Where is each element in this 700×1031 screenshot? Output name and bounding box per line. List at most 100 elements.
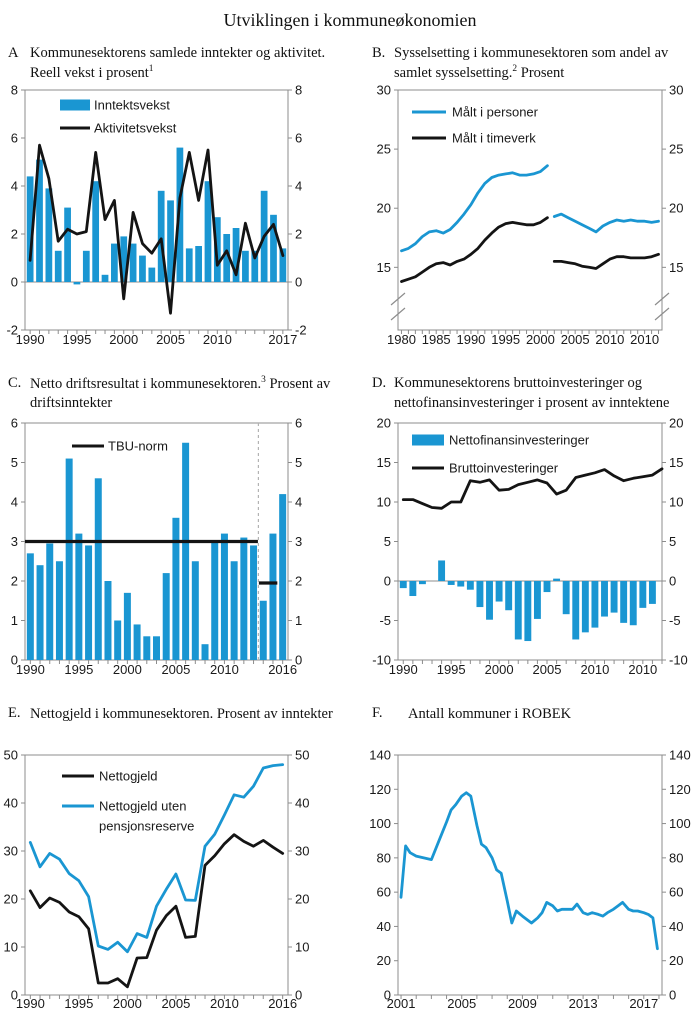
svg-text:4: 4 — [11, 495, 18, 510]
svg-text:15: 15 — [377, 455, 391, 470]
svg-text:1995: 1995 — [491, 332, 520, 347]
svg-text:2010: 2010 — [595, 332, 624, 347]
svg-text:5: 5 — [11, 455, 18, 470]
svg-text:6: 6 — [295, 131, 302, 146]
svg-text:30: 30 — [377, 83, 391, 98]
svg-text:2: 2 — [295, 574, 302, 589]
svg-text:1985: 1985 — [422, 332, 451, 347]
panel-f-letter: F. — [372, 705, 383, 721]
svg-text:2016: 2016 — [268, 662, 297, 677]
svg-text:2005: 2005 — [161, 996, 190, 1011]
svg-text:2001: 2001 — [387, 996, 416, 1011]
svg-text:10: 10 — [669, 495, 683, 510]
svg-text:Målt i timeverk: Målt i timeverk — [452, 131, 536, 146]
svg-text:2000: 2000 — [526, 332, 555, 347]
figure-title: Utviklingen i kommuneøkonomien — [223, 10, 477, 30]
panel-e-title: E. Nettogjeld i kommunesektoren. Prosent… — [8, 704, 344, 724]
chart-a-income-activity-growth: -2 -2 0 0 2 2 4 4 6 6 8 8 1990 1995 2000 2005 2010 2017 In… — [6, 83, 307, 348]
svg-text:6: 6 — [11, 416, 18, 431]
svg-text:1990: 1990 — [16, 662, 45, 677]
svg-text:Nettogjeld uten: Nettogjeld uten — [99, 799, 186, 814]
chart-e-net-debt: 0 0 10 10 20 20 30 30 40 40 50 50 1990 1995 2000 2005 20… — [4, 748, 310, 1012]
svg-text:8: 8 — [11, 83, 18, 98]
chart-c-net-operating-result: 0 0 1 1 2 2 3 3 4 4 5 5 6 6 1990 1995 2000 2005 2010 2016 TB… — [11, 416, 302, 678]
chart-b-employment-share: 15 15 20 20 25 25 30 30 1980 1985 1990 1995 2000 2005… — [377, 83, 684, 348]
svg-text:20: 20 — [295, 892, 309, 907]
svg-text:-2: -2 — [295, 323, 307, 338]
svg-text:Inntektsvekst: Inntektsvekst — [94, 98, 170, 113]
svg-text:TBU-norm: TBU-norm — [108, 439, 168, 454]
svg-text:5: 5 — [295, 455, 302, 470]
svg-text:20: 20 — [669, 201, 683, 216]
svg-text:1990: 1990 — [389, 662, 418, 677]
svg-text:5: 5 — [669, 534, 676, 549]
svg-text:80: 80 — [669, 850, 683, 865]
svg-text:2010: 2010 — [630, 332, 659, 347]
svg-text:50: 50 — [4, 748, 18, 763]
svg-text:15: 15 — [377, 260, 391, 275]
svg-text:1: 1 — [295, 613, 302, 628]
svg-text:3: 3 — [295, 534, 302, 549]
chart-f-robek-municipalities: 0 0 20 20 40 40 60 60 80 80 100 100 120 120 140 140 2001… — [369, 748, 690, 1012]
panel-a-letter: A — [8, 45, 19, 61]
svg-text:100: 100 — [369, 816, 391, 831]
svg-text:2010: 2010 — [203, 332, 232, 347]
panel-f-title: F. Antall kommuner i ROBEK — [372, 704, 696, 724]
svg-text:25: 25 — [669, 142, 683, 157]
svg-text:4: 4 — [11, 179, 18, 194]
svg-text:30: 30 — [295, 844, 309, 859]
svg-text:2005: 2005 — [533, 662, 562, 677]
panel-a-title: A Kommunesektorens samlede inntekter og … — [8, 44, 344, 83]
panel-c-letter: C. — [8, 375, 22, 391]
svg-text:20: 20 — [669, 416, 683, 431]
panel-e-title-text: Nettogjeld i kommunesektoren. Prosent av… — [30, 705, 333, 722]
svg-text:2005: 2005 — [447, 996, 476, 1011]
svg-text:2000: 2000 — [113, 662, 142, 677]
panel-f-title-text: Antall kommuner i ROBEK — [408, 705, 572, 722]
svg-text:Målt i personer: Målt i personer — [452, 105, 539, 120]
svg-text:20: 20 — [377, 953, 391, 968]
svg-text:60: 60 — [377, 885, 391, 900]
svg-text:Bruttoinvesteringer: Bruttoinvesteringer — [449, 461, 559, 476]
svg-text:30: 30 — [669, 83, 683, 98]
svg-text:2000: 2000 — [485, 662, 514, 677]
svg-text:0: 0 — [11, 653, 18, 668]
svg-text:50: 50 — [295, 748, 309, 763]
svg-text:0: 0 — [295, 653, 302, 668]
svg-text:2000: 2000 — [113, 996, 142, 1011]
svg-text:1: 1 — [11, 613, 18, 628]
svg-text:0: 0 — [384, 574, 391, 589]
svg-text:2005: 2005 — [156, 332, 185, 347]
panel-d-letter: D. — [372, 375, 387, 391]
svg-text:1995: 1995 — [64, 996, 93, 1011]
svg-text:15: 15 — [669, 260, 683, 275]
svg-text:0: 0 — [11, 988, 18, 1003]
panel-a-title-text: Kommunesektorens samlede inntekter og ak… — [30, 45, 326, 81]
svg-text:pensjonsreserve: pensjonsreserve — [99, 819, 194, 834]
svg-text:0: 0 — [384, 988, 391, 1003]
svg-text:10: 10 — [377, 495, 391, 510]
panel-d-title-text: Kommunesektorens bruttoinvesteringer og … — [394, 375, 670, 411]
svg-text:40: 40 — [295, 796, 309, 811]
svg-text:2000: 2000 — [109, 332, 138, 347]
panel-d-title: D. Kommunesektorens bruttoinvesteringer … — [372, 374, 696, 413]
svg-text:0: 0 — [669, 988, 676, 1003]
svg-text:40: 40 — [377, 919, 391, 934]
svg-text:40: 40 — [4, 796, 18, 811]
svg-text:10: 10 — [295, 940, 309, 955]
svg-text:0: 0 — [295, 988, 302, 1003]
svg-text:2010: 2010 — [210, 996, 239, 1011]
svg-text:2016: 2016 — [268, 996, 297, 1011]
svg-text:120: 120 — [369, 782, 391, 797]
svg-text:40: 40 — [669, 919, 683, 934]
svg-text:20: 20 — [377, 201, 391, 216]
svg-text:5: 5 — [384, 534, 391, 549]
svg-text:2010: 2010 — [210, 662, 239, 677]
svg-text:2013: 2013 — [569, 996, 598, 1011]
svg-text:-2: -2 — [6, 323, 18, 338]
svg-text:8: 8 — [295, 83, 302, 98]
svg-text:-5: -5 — [669, 613, 681, 628]
svg-text:20: 20 — [669, 953, 683, 968]
svg-text:6: 6 — [295, 416, 302, 431]
